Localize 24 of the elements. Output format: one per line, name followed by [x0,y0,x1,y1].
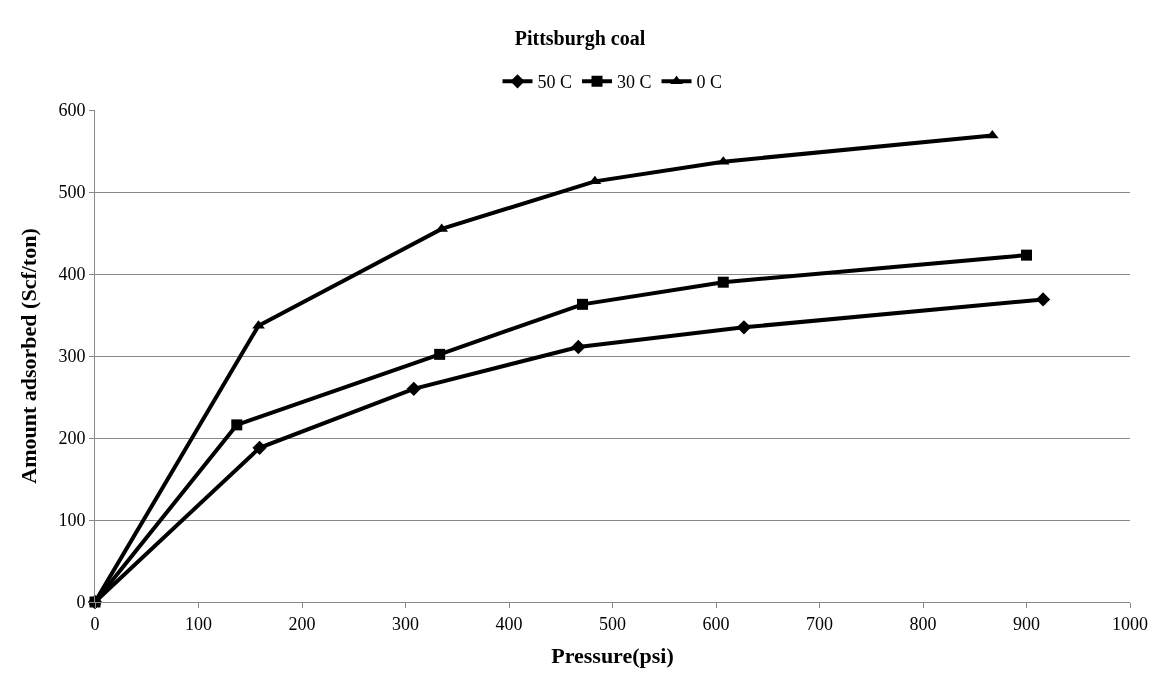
y-tick-label: 100 [58,510,86,531]
y-tick-label: 500 [58,182,86,203]
x-tick-label: 500 [599,613,626,634]
y-tick-label: 200 [58,428,86,449]
x-tick-label: 1000 [1112,613,1148,634]
y-tick-label: 300 [58,346,86,367]
y-axis-title: Amount adsorbed (Scf/ton) [16,228,42,484]
x-axis-title: Pressure(psi) [551,643,674,669]
y-tick-label: 600 [58,100,86,121]
y-tick-label: 400 [58,264,86,285]
x-tick-label: 700 [806,613,833,634]
x-tick-label: 400 [495,613,523,634]
x-tick-label: 100 [185,613,212,634]
x-tick-label: 0 [90,613,100,634]
x-tick-label: 800 [909,613,937,634]
x-tick-label: 600 [702,613,730,634]
y-tick-label: 0 [76,592,86,613]
x-tick-label: 300 [392,613,419,634]
x-tick-label: 900 [1013,613,1040,634]
legend-label: 0 C [696,72,723,93]
legend-label: 30 C [617,72,652,93]
chart-title: Pittsburgh coal [514,26,646,50]
legend-label: 50 C [537,72,573,93]
x-tick-label: 200 [288,613,316,634]
